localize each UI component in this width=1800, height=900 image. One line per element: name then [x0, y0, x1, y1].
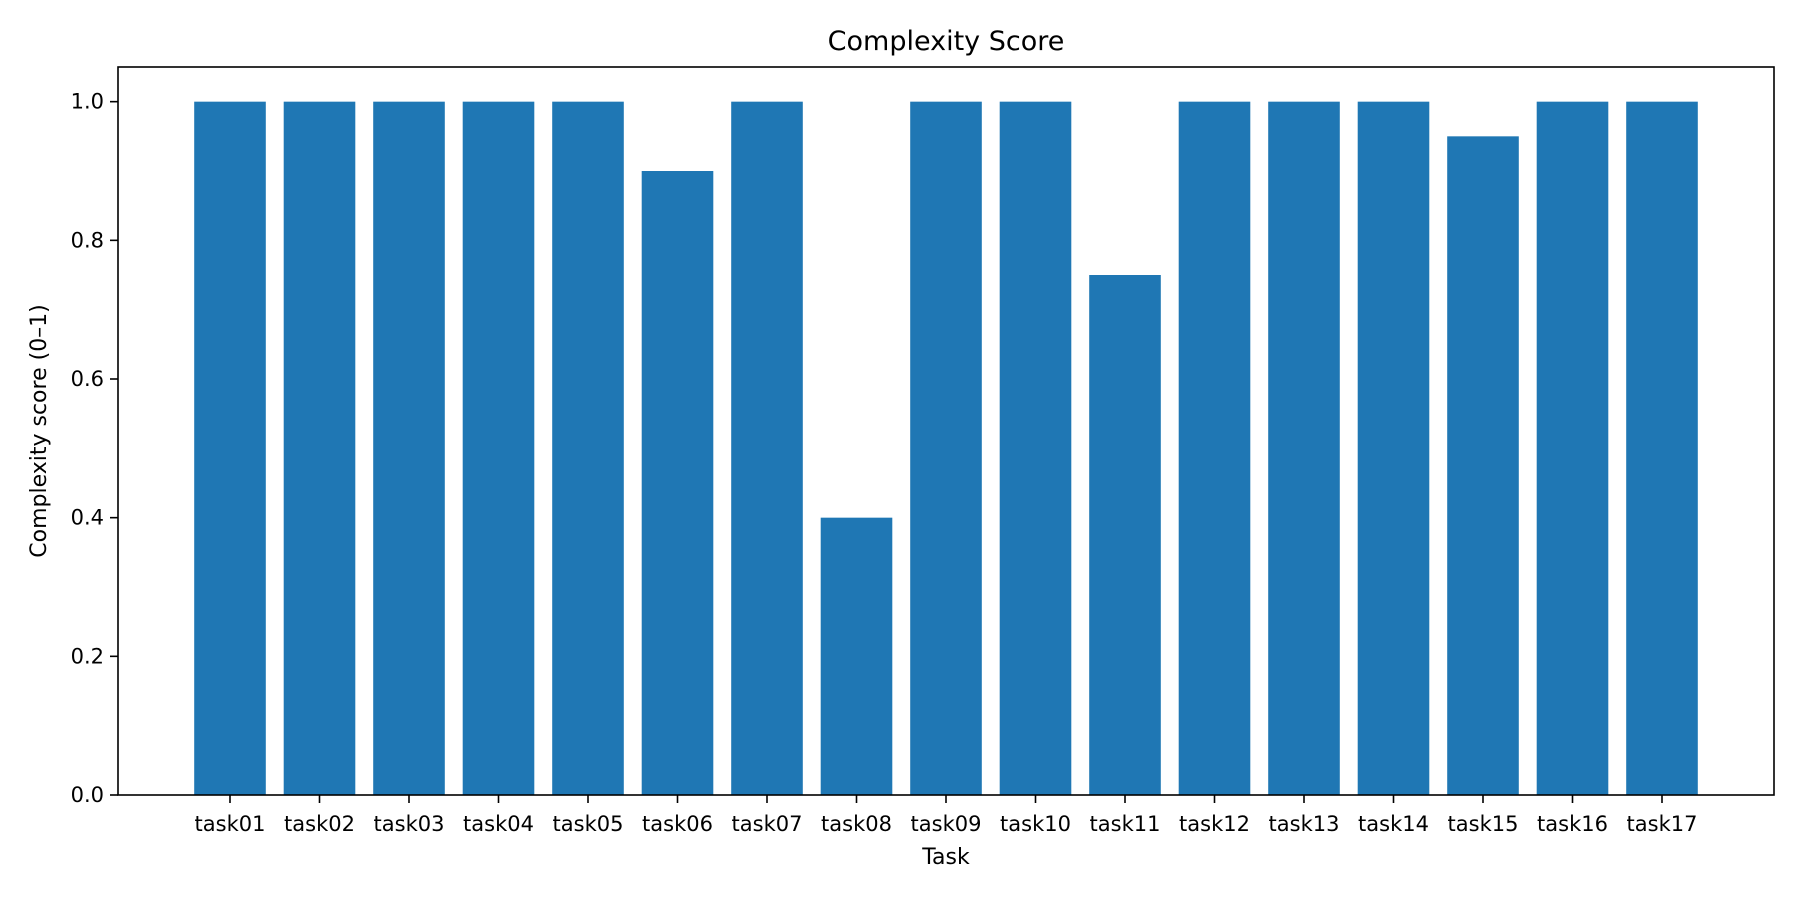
bar-task07	[731, 101, 803, 796]
x-tick-label: task12	[1179, 812, 1250, 836]
chart-title: Complexity Score	[828, 26, 1065, 57]
bar-task05	[552, 101, 624, 796]
x-tick-label: task17	[1627, 812, 1698, 836]
bar-task09	[910, 101, 982, 796]
bar-task01	[194, 101, 266, 796]
bar-task16	[1536, 101, 1609, 796]
x-tick-label: task01	[195, 812, 266, 836]
y-axis-ticks: 0.0 0.2 0.4 0.6 0.8 1.0	[71, 90, 118, 807]
y-tick-label: 0.8	[71, 228, 104, 252]
x-tick-label: task05	[553, 812, 624, 836]
x-tick-label: task15	[1448, 812, 1519, 836]
x-tick-label: task08	[821, 812, 892, 836]
y-tick-label: 0.4	[71, 506, 104, 530]
bar-task15	[1447, 136, 1519, 795]
x-tick-label: task14	[1358, 812, 1429, 836]
bar-task08	[820, 517, 893, 795]
y-axis-label: Complexity score (0–1)	[27, 304, 52, 558]
bar-task11	[1089, 275, 1161, 795]
x-tick-label: task09	[911, 812, 982, 836]
bar-task04	[462, 101, 535, 796]
x-tick-label: task16	[1537, 812, 1608, 836]
y-tick-label: 1.0	[71, 90, 104, 114]
x-tick-label: task07	[732, 812, 803, 836]
bar-task17	[1626, 101, 1698, 796]
x-tick-label: task03	[374, 812, 445, 836]
bar-task12	[1178, 101, 1251, 796]
bar-task06	[641, 171, 714, 795]
x-axis-ticks: task01 task02 task03 task04 task05 task06 task…	[195, 795, 1698, 836]
x-tick-label: task04	[463, 812, 534, 836]
x-tick-label: task11	[1090, 812, 1161, 836]
bar-task02	[283, 101, 356, 796]
x-tick-label: task02	[284, 812, 355, 836]
y-tick-label: 0.6	[71, 367, 104, 391]
x-tick-label: task06	[642, 812, 713, 836]
y-tick-label: 0.0	[71, 783, 104, 807]
bar-task03	[373, 101, 445, 796]
bar-task10	[999, 101, 1072, 796]
bar-task13	[1268, 101, 1340, 796]
bars-group	[194, 101, 1698, 796]
x-axis-label: Task	[921, 845, 970, 870]
bar-task14	[1357, 101, 1430, 796]
y-tick-label: 0.2	[71, 644, 104, 668]
x-tick-label: task10	[1000, 812, 1071, 836]
x-tick-label: task13	[1269, 812, 1340, 836]
